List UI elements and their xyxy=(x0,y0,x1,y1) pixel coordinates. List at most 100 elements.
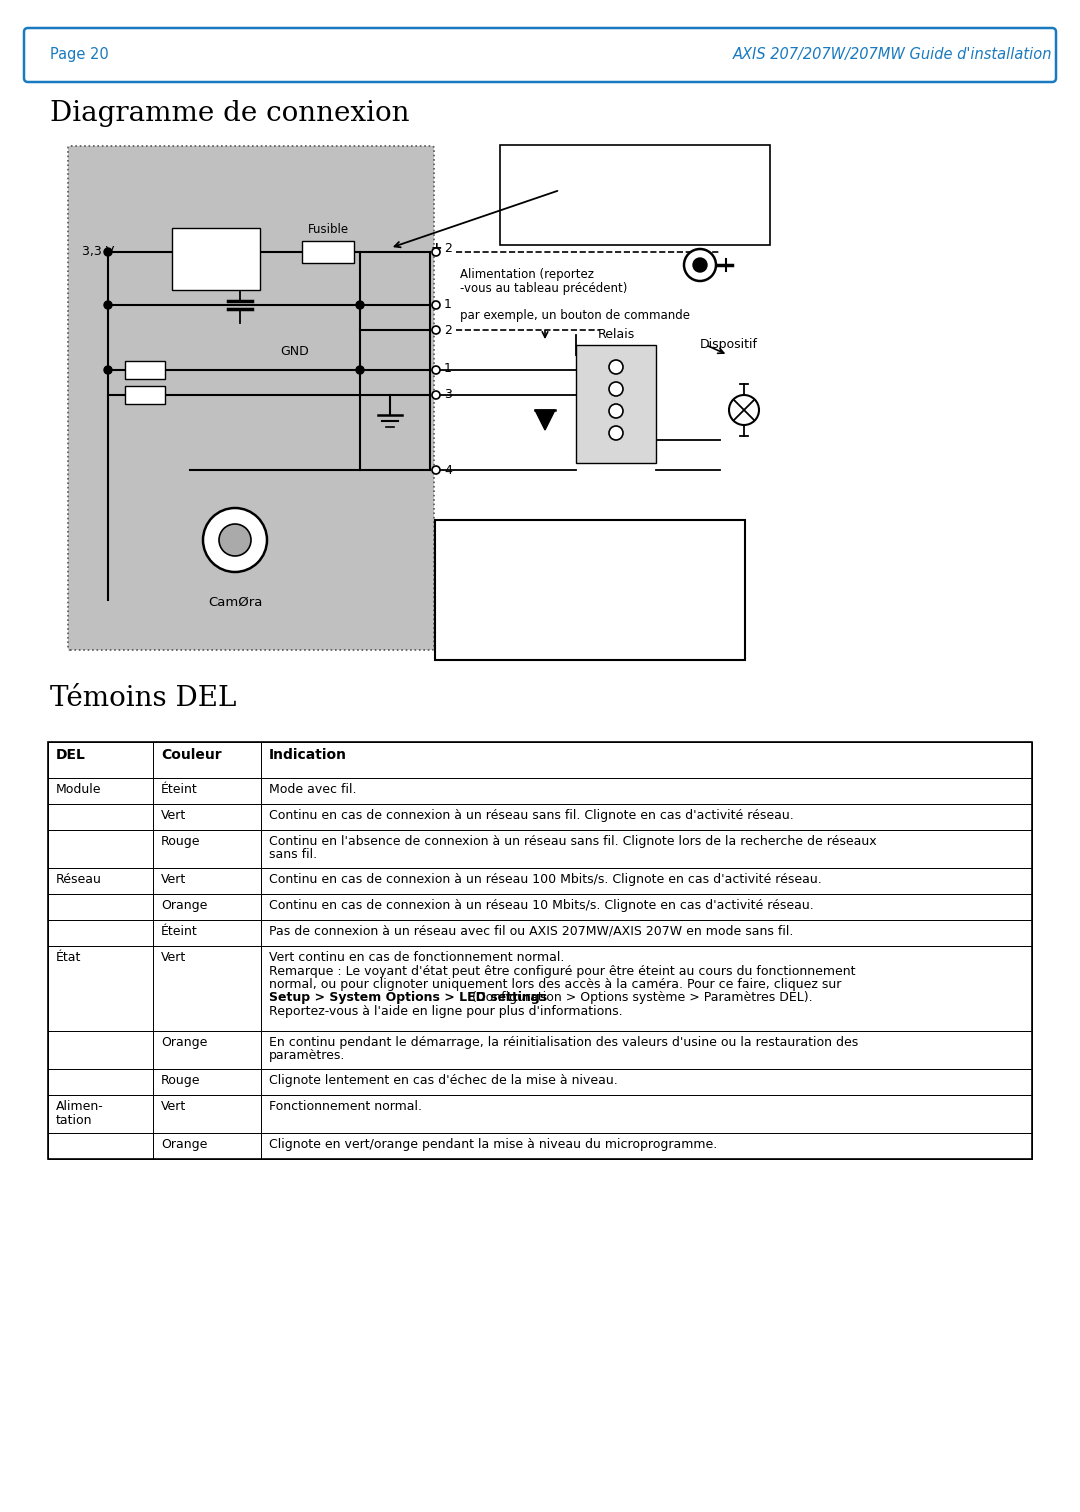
Text: Fusible: Fusible xyxy=(308,222,349,236)
Circle shape xyxy=(609,360,623,373)
Text: Orange: Orange xyxy=(161,1139,207,1151)
Bar xyxy=(261,894,1032,919)
Text: Fonctionnement normal.: Fonctionnement normal. xyxy=(269,1101,422,1113)
FancyBboxPatch shape xyxy=(68,147,434,650)
Circle shape xyxy=(104,248,112,256)
Text: 4: 4 xyxy=(444,464,451,476)
Text: Continu en l'absence de connexion à un réseau sans fil. Clignote lors de la rech: Continu en l'absence de connexion à un r… xyxy=(269,835,877,848)
Circle shape xyxy=(609,404,623,417)
Bar xyxy=(153,804,261,830)
Text: Ce diagramme s'applique aux caméras: Ce diagramme s'applique aux caméras xyxy=(445,550,677,562)
Circle shape xyxy=(219,525,251,556)
Text: DEL: DEL xyxy=(56,748,86,762)
Text: -vous au tableau précédent): -vous au tableau précédent) xyxy=(460,283,627,295)
Circle shape xyxy=(609,383,623,396)
Text: GND: GND xyxy=(281,345,309,358)
Text: Relais: Relais xyxy=(597,328,635,342)
Text: Fusible :: Fusible : xyxy=(510,157,565,169)
Bar xyxy=(261,742,1032,779)
Text: 1: 1 xyxy=(444,361,451,375)
Circle shape xyxy=(203,508,267,572)
Bar xyxy=(48,830,153,868)
Text: tation: tation xyxy=(56,1113,93,1126)
Bar xyxy=(261,804,1032,830)
Bar xyxy=(153,868,261,894)
Text: Setup > System Options > LED settings: Setup > System Options > LED settings xyxy=(269,992,548,1004)
Bar xyxy=(125,361,165,380)
Text: Rouge: Rouge xyxy=(161,835,201,848)
Circle shape xyxy=(104,366,112,373)
Text: Réseau: Réseau xyxy=(56,872,102,886)
Circle shape xyxy=(356,301,364,308)
Bar xyxy=(48,779,153,804)
Bar xyxy=(435,520,745,661)
Bar xyxy=(48,919,153,947)
Bar xyxy=(261,868,1032,894)
Circle shape xyxy=(104,301,112,308)
Text: alimentation et un brochage différents: alimentation et un brochage différents xyxy=(445,609,674,623)
Bar xyxy=(48,1069,153,1095)
Bar xyxy=(48,1095,153,1132)
Text: Orange: Orange xyxy=(161,900,207,912)
Text: Alimentation (reportez: Alimentation (reportez xyxy=(460,268,594,281)
Text: Couleur: Couleur xyxy=(161,748,221,762)
Bar xyxy=(153,1069,261,1095)
Text: Rouge: Rouge xyxy=(161,1074,201,1087)
Text: Vert continu en cas de fonctionnement normal.: Vert continu en cas de fonctionnement no… xyxy=(269,951,565,965)
Circle shape xyxy=(432,466,440,473)
Circle shape xyxy=(693,259,707,272)
Text: AXIS 207/207W/207MW Guide d'installation: AXIS 207/207W/207MW Guide d'installation xyxy=(732,47,1052,62)
Circle shape xyxy=(432,301,440,308)
Text: Alimen: Alimen xyxy=(195,242,237,256)
Text: Éteint: Éteint xyxy=(161,783,198,795)
Bar xyxy=(261,1095,1032,1132)
Text: AXIS 207W et AXIS 207MW.: AXIS 207W et AXIS 207MW. xyxy=(445,570,606,584)
Bar xyxy=(261,1031,1032,1069)
Bar xyxy=(576,345,656,463)
Bar xyxy=(48,868,153,894)
Text: Dispositif: Dispositif xyxy=(700,339,758,351)
Bar xyxy=(153,919,261,947)
Text: Vert: Vert xyxy=(161,1101,186,1113)
Text: 3: 3 xyxy=(444,389,451,402)
Text: Pas de connexion à un réseau avec fil ou AXIS 207MW/AXIS 207W en mode sans fil.: Pas de connexion à un réseau avec fil ou… xyxy=(269,925,794,937)
Text: Clignote en vert/orange pendant la mise à niveau du microprogramme.: Clignote en vert/orange pendant la mise … xyxy=(269,1139,717,1151)
Bar xyxy=(153,894,261,919)
Bar xyxy=(153,1031,261,1069)
Bar xyxy=(48,804,153,830)
Bar xyxy=(153,779,261,804)
Bar xyxy=(48,742,153,779)
Text: normal, ou pour clignoter uniquement lors des accès à la caméra. Pour ce faire, : normal, ou pour clignoter uniquement lor… xyxy=(269,978,841,990)
Bar xyxy=(261,1132,1032,1160)
Text: La caméra AXIS 207 présente une: La caméra AXIS 207 présente une xyxy=(445,590,646,603)
Bar xyxy=(48,1132,153,1160)
Text: CamØra: CamØra xyxy=(207,596,262,609)
Circle shape xyxy=(609,426,623,440)
Bar xyxy=(261,919,1032,947)
Bar xyxy=(500,145,770,245)
Bar xyxy=(302,240,354,263)
Bar xyxy=(153,1095,261,1132)
Text: Éteint: Éteint xyxy=(161,925,198,937)
Text: Continu en cas de connexion à un réseau 10 Mbits/s. Clignote en cas d'activité r: Continu en cas de connexion à un réseau … xyxy=(269,900,813,912)
Circle shape xyxy=(432,392,440,399)
Text: -tation: -tation xyxy=(197,259,235,271)
Text: AXIS 207W/MW : 1 A: AXIS 207W/MW : 1 A xyxy=(510,197,647,210)
Bar xyxy=(172,228,260,290)
Text: En continu pendant le démarrage, la réinitialisation des valeurs d'usine ou la r: En continu pendant le démarrage, la réin… xyxy=(269,1036,859,1049)
Bar xyxy=(261,1069,1032,1095)
Text: par exemple, un bouton de commande: par exemple, un bouton de commande xyxy=(460,308,690,322)
Polygon shape xyxy=(535,410,555,429)
Text: +: + xyxy=(430,240,442,256)
Bar xyxy=(153,742,261,779)
Bar xyxy=(48,742,1032,1160)
Bar xyxy=(48,947,153,1031)
Circle shape xyxy=(729,395,759,425)
Circle shape xyxy=(432,327,440,334)
Bar xyxy=(48,1031,153,1069)
Text: 2: 2 xyxy=(444,324,451,337)
Text: Remarque : Le voyant d'état peut être configuré pour être éteint au cours du fon: Remarque : Le voyant d'état peut être co… xyxy=(269,965,855,977)
Text: 1: 1 xyxy=(444,298,451,311)
Text: Témoins DEL: Témoins DEL xyxy=(50,685,237,712)
Text: (Configuration > Options système > Paramètres DEL).: (Configuration > Options système > Param… xyxy=(469,992,813,1004)
